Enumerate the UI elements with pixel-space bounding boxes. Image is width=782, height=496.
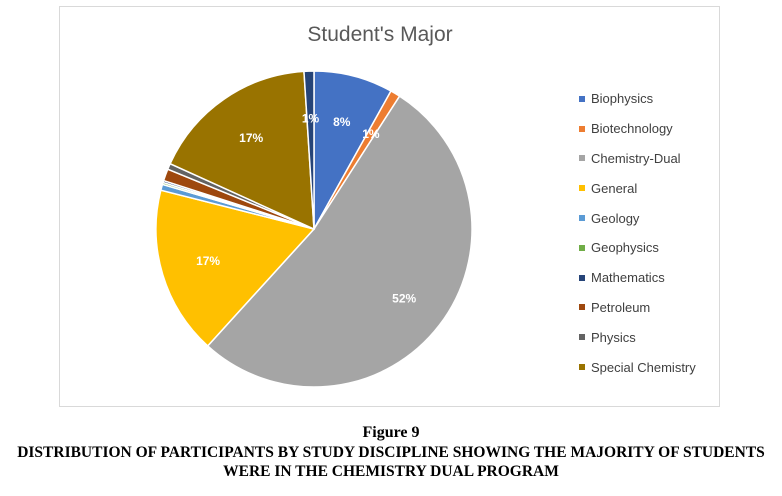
legend-label: Chemistry-Dual <box>591 150 681 166</box>
data-label-special-chemistry: 17% <box>239 131 263 145</box>
legend-item: Physics <box>579 322 696 352</box>
legend-label: Geology <box>591 210 640 226</box>
data-label-biophysics: 8% <box>333 115 351 129</box>
chart-legend: Biophysics Biotechnology Chemistry-Dual Gen… <box>579 84 696 382</box>
legend-swatch <box>579 274 585 281</box>
legend-swatch <box>579 155 585 162</box>
legend-label: Geophysics <box>591 240 659 256</box>
legend-item: Special Chemistry <box>579 352 696 382</box>
pie-slice-general <box>155 189 316 347</box>
legend-swatch <box>579 95 585 102</box>
legend-label: Biotechnology <box>591 121 673 137</box>
data-label-chemistry-dual: 52% <box>392 291 416 305</box>
data-label-biotechnology: 1% <box>362 127 380 141</box>
legend-label: General <box>591 180 638 196</box>
legend-swatch <box>579 125 585 132</box>
legend-item: Petroleum <box>579 293 696 323</box>
figure-label: Figure 9 <box>362 424 420 441</box>
legend-swatch <box>579 304 585 311</box>
chart-area: Student's Major 8% 1% 52% 17% 17% 1% Biophysi… <box>59 6 720 407</box>
legend-item: Geology <box>579 203 696 233</box>
legend-swatch <box>579 364 585 371</box>
pie-slice-special-chemistry <box>169 70 315 231</box>
legend-label: Petroleum <box>591 299 651 315</box>
pie-slice-chemistry-dual <box>206 95 473 388</box>
legend-label: Physics <box>591 329 636 345</box>
legend-swatch <box>579 215 585 222</box>
figure-caption: Figure 9 DISTRIBUTION OF PARTICIPANTS BY… <box>0 424 782 481</box>
caption-text: DISTRIBUTION OF PARTICIPANTS BY STUDY DI… <box>17 444 765 480</box>
data-label-general: 17% <box>196 254 220 268</box>
legend-item: Biotechnology <box>579 114 696 144</box>
legend-label: Biophysics <box>591 91 654 107</box>
legend-item: Chemistry-Dual <box>579 144 696 174</box>
pie-slice-unlabeled-10 <box>303 70 315 230</box>
legend-swatch <box>579 334 585 341</box>
legend-item: Mathematics <box>579 263 696 293</box>
legend-item: Biophysics <box>579 84 696 114</box>
legend-swatch <box>579 244 585 251</box>
legend-label: Mathematics <box>591 270 665 286</box>
legend-swatch <box>579 185 585 192</box>
legend-label: Special Chemistry <box>591 359 696 375</box>
legend-item: Geophysics <box>579 233 696 263</box>
pie-chart: 8% 1% 52% 17% 17% 1% <box>155 70 473 388</box>
chart-title: Student's Major <box>307 23 453 46</box>
data-label-unlabeled-10: 1% <box>302 112 320 126</box>
legend-item: General <box>579 173 696 203</box>
